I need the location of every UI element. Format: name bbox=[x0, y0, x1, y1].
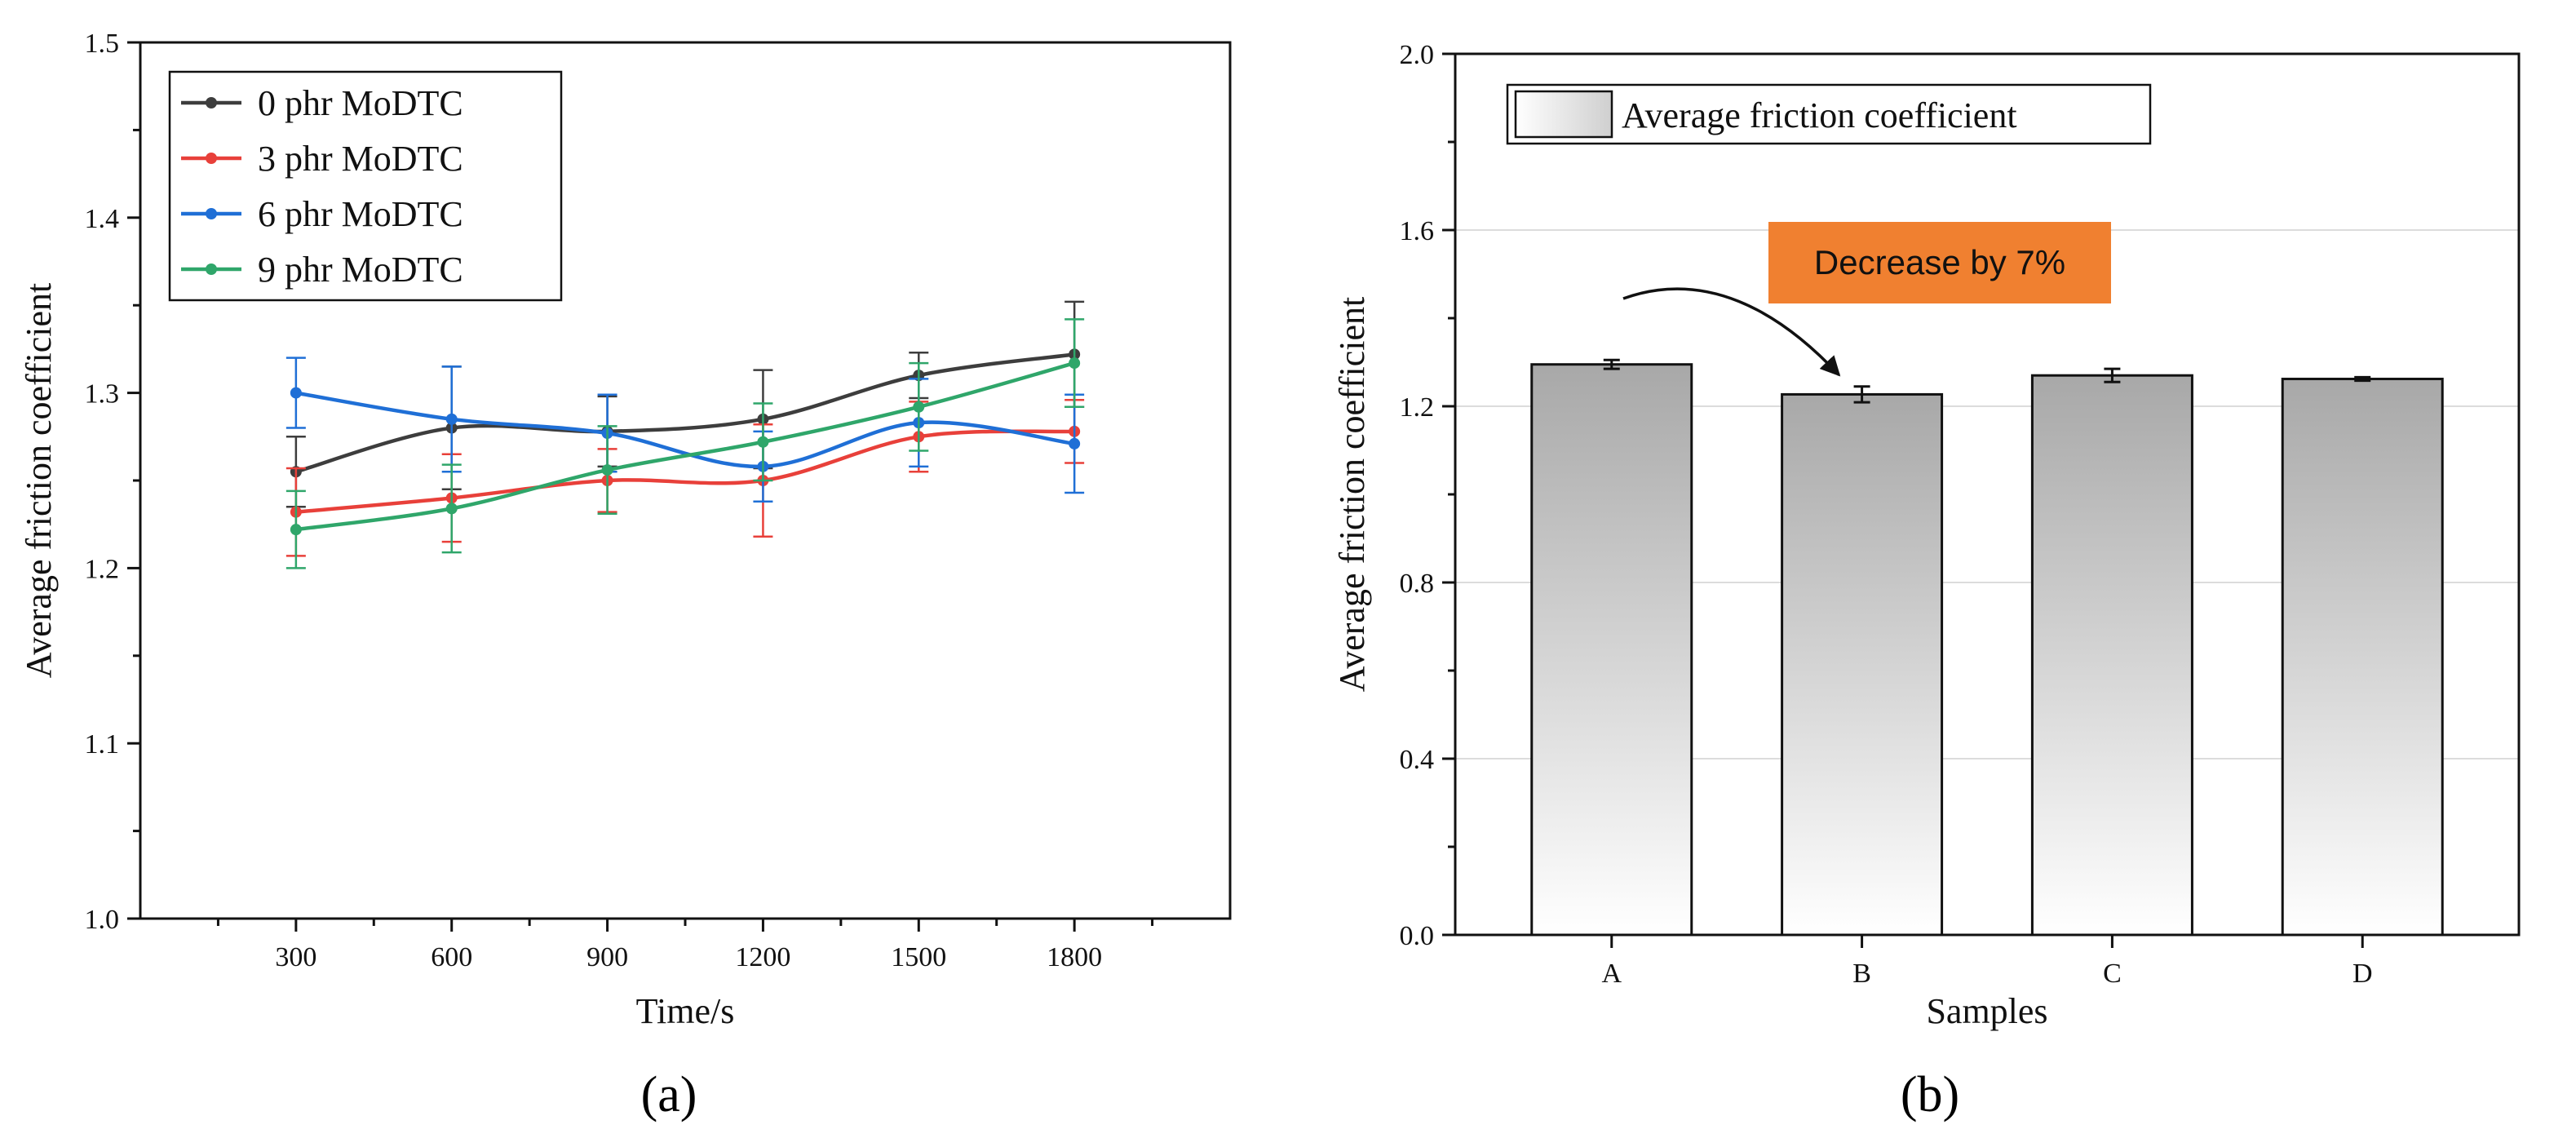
chart-b-y-tick-label: 0.8 bbox=[1400, 569, 1435, 599]
chart-b-y-tick-label: 2.0 bbox=[1400, 40, 1435, 70]
chart-a-y-tick-label: 1.0 bbox=[85, 905, 120, 935]
chart-a-x-tick-label: 900 bbox=[586, 942, 628, 972]
chart-a-series-line bbox=[295, 361, 1075, 532]
chart-b: 0.0 0.4 0.8 1.2 1.6 2.0 A B C D Samples Average f… bbox=[1332, 40, 2521, 1123]
chart-a-data-point bbox=[445, 503, 458, 515]
chart-a-legend-label: 3 phr MoDTC bbox=[258, 139, 463, 179]
chart-b-bar-group bbox=[1781, 385, 1944, 937]
chart-a-legend-marker bbox=[206, 208, 217, 219]
chart-b-bar-group bbox=[2281, 375, 2444, 937]
chart-a-y-axis-label: Average friction coefficient bbox=[19, 283, 59, 679]
chart-a-legend-label: 0 phr MoDTC bbox=[258, 83, 463, 123]
chart-a-data-point bbox=[757, 436, 769, 448]
chart-a-series-0 bbox=[285, 300, 1085, 508]
chart-b-x-tick-label: B bbox=[1852, 959, 1871, 989]
chart-a-data-point bbox=[913, 401, 925, 413]
chart-b-bar bbox=[2281, 378, 2444, 937]
chart-b-x-axis-label: Samples bbox=[1926, 991, 2047, 1031]
chart-a-x-tick-label: 300 bbox=[275, 942, 316, 972]
chart-a-x-tick-label: 1500 bbox=[891, 942, 946, 972]
chart-a-legend-marker bbox=[206, 153, 217, 164]
chart-a-legend-marker bbox=[206, 264, 217, 275]
chart-b-y-axis-label: Average friction coefficient bbox=[1332, 297, 1372, 693]
chart-b-bar-group bbox=[2030, 367, 2193, 937]
chart-a-data-point bbox=[601, 464, 613, 476]
chart-a-data-point bbox=[290, 524, 302, 536]
chart-b-bar bbox=[1530, 363, 1693, 937]
panel-label-a: (a) bbox=[641, 1067, 697, 1123]
panel-label-b: (b) bbox=[1901, 1067, 1959, 1123]
chart-a-data-point bbox=[1069, 437, 1081, 450]
chart-b-legend: Average friction coefficient bbox=[1506, 83, 2152, 145]
chart-b-bar bbox=[1781, 392, 1944, 937]
chart-b-y-tick-label: 0.4 bbox=[1400, 745, 1435, 775]
chart-b-legend-box bbox=[1506, 83, 2152, 145]
chart-a-data-point bbox=[445, 413, 458, 425]
chart-a-series-line bbox=[295, 429, 1075, 514]
chart-a-y-tick-label: 1.4 bbox=[85, 204, 120, 234]
chart-a-y-tick-label: 1.1 bbox=[85, 729, 120, 760]
chart-b-x-tick-label: A bbox=[1601, 959, 1622, 989]
chart-b-bar-group bbox=[1530, 358, 1693, 937]
chart-b-annotation: Decrease by 7% bbox=[1622, 222, 2111, 377]
chart-a-y-tick-label: 1.3 bbox=[85, 379, 120, 410]
chart-a-y-tick-label: 1.2 bbox=[85, 554, 120, 584]
chart-a-series-3 bbox=[285, 318, 1085, 569]
chart-a-legend-label: 9 phr MoDTC bbox=[258, 250, 463, 290]
chart-a-legend: 0 phr MoDTC 3 phr MoDTC 6 phr MoDTC 9 phr M… bbox=[168, 70, 563, 302]
chart-a-x-tick-label: 1800 bbox=[1047, 942, 1102, 972]
chart-b-bar bbox=[2030, 374, 2193, 937]
chart-b-x-tick-label: C bbox=[2103, 959, 2122, 989]
chart-a-data-point bbox=[1069, 357, 1081, 370]
chart-b-x-tick-label: D bbox=[2352, 959, 2373, 989]
chart-a-x-tick-label: 600 bbox=[431, 942, 472, 972]
chart-b-callout-box bbox=[1768, 222, 2111, 303]
chart-b-callout-arrow bbox=[1622, 287, 1841, 377]
chart-b-callout-text: Decrease by 7% bbox=[1814, 243, 2065, 281]
chart-a-data-point bbox=[290, 387, 302, 399]
chart-a-series-line bbox=[295, 352, 1075, 474]
chart-a-legend-box bbox=[168, 70, 563, 302]
chart-b-y-tick-label: 1.2 bbox=[1400, 392, 1435, 423]
chart-a-legend-marker bbox=[206, 97, 217, 108]
chart-b-legend-swatch bbox=[1514, 90, 1613, 139]
chart-a-legend-label: 6 phr MoDTC bbox=[258, 194, 463, 234]
chart-a-x-axis-label: Time/s bbox=[636, 991, 735, 1031]
chart-b-y-tick-label: 0.0 bbox=[1400, 921, 1435, 951]
chart-b-legend-label: Average friction coefficient bbox=[1622, 95, 2017, 135]
chart-a-y-tick-label: 1.5 bbox=[85, 29, 120, 59]
chart-b-y-tick-label: 1.6 bbox=[1400, 216, 1435, 246]
chart-a-x-tick-label: 1200 bbox=[735, 942, 790, 972]
